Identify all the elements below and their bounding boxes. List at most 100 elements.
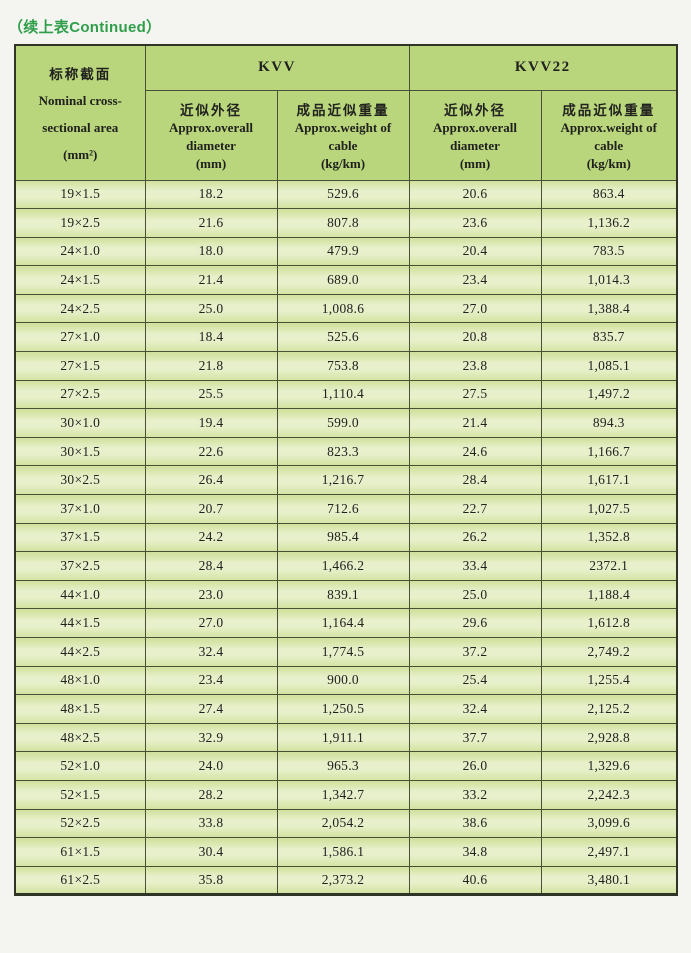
cell-nominal-size: 44×1.0	[14, 579, 146, 610]
cell-value: 32.9	[144, 722, 278, 753]
cell-value: 21.4	[144, 265, 278, 295]
cell-value: 1,250.5	[276, 694, 410, 724]
cell-value: 1,342.7	[276, 779, 410, 810]
cell-value: 23.4	[144, 665, 278, 696]
cell-nominal-size: 44×2.5	[14, 637, 146, 667]
cell-value: 1,911.1	[276, 722, 410, 753]
cell-value: 20.6	[408, 179, 542, 210]
cell-nominal-size: 27×2.5	[14, 379, 146, 410]
header-line-zh: 近似外径	[180, 102, 242, 118]
table-row: 44×1.0 23.0 839.1 25.0 1,188.4	[14, 579, 678, 610]
cell-nominal-size: 61×2.5	[14, 865, 146, 896]
group-header-row: 标称截面 Nominal cross- sectional area (mm²)…	[14, 44, 678, 181]
cell-value: 689.0	[276, 265, 410, 295]
table-row: 27×1.0 18.4 525.6 20.8 835.7	[14, 322, 678, 353]
table-row: 52×1.5 28.2 1,342.7 33.2 2,242.3	[14, 779, 678, 810]
cell-value: 22.6	[144, 436, 278, 467]
cell-value: 1,497.2	[540, 379, 678, 410]
cell-value: 19.4	[144, 408, 278, 438]
cell-value: 2,749.2	[540, 637, 678, 667]
cell-value: 3,480.1	[540, 865, 678, 896]
cell-value: 1,388.4	[540, 293, 678, 324]
cell-value: 900.0	[276, 665, 410, 696]
table-row: 37×1.5 24.2 985.4 26.2 1,352.8	[14, 522, 678, 553]
cell-value: 25.0	[144, 293, 278, 324]
cell-value: 863.4	[540, 179, 678, 210]
cell-value: 33.8	[144, 808, 278, 839]
cell-value: 28.4	[408, 465, 542, 496]
header-line-unit: (mm)	[459, 155, 491, 171]
cell-value: 26.0	[408, 751, 542, 781]
cell-nominal-size: 48×1.5	[14, 694, 146, 724]
cell-value: 26.2	[408, 522, 542, 553]
cell-value: 26.4	[144, 465, 278, 496]
cell-value: 2,242.3	[540, 779, 678, 810]
cell-nominal-size: 30×1.0	[14, 408, 146, 438]
cell-value: 985.4	[276, 522, 410, 553]
cell-value: 23.4	[408, 265, 542, 295]
header-line-en1: Approx.overall	[169, 120, 253, 136]
cell-value: 1,255.4	[540, 665, 678, 696]
cell-value: 1,188.4	[540, 579, 678, 610]
cell-value: 1,586.1	[276, 837, 410, 867]
cell-value: 1,164.4	[276, 608, 410, 638]
cell-value: 34.8	[408, 837, 542, 867]
table-header: 标称截面 Nominal cross- sectional area (mm²)…	[14, 44, 678, 181]
cell-value: 1,014.3	[540, 265, 678, 295]
table-row: 19×2.5 21.6 807.8 23.6 1,136.2	[14, 208, 678, 238]
cell-value: 25.0	[408, 579, 542, 610]
header-line-unit: (mm²)	[63, 146, 98, 162]
cell-value: 599.0	[276, 408, 410, 438]
cell-value: 1,774.5	[276, 637, 410, 667]
cell-value: 33.4	[408, 551, 542, 581]
header-line-en2: diameter	[186, 138, 236, 154]
cell-value: 32.4	[408, 694, 542, 724]
table-row: 52×2.5 33.8 2,054.2 38.6 3,099.6	[14, 808, 678, 839]
cell-nominal-size: 48×1.0	[14, 665, 146, 696]
cell-value: 30.4	[144, 837, 278, 867]
cell-nominal-size: 52×2.5	[14, 808, 146, 839]
cell-value: 18.4	[144, 322, 278, 353]
header-line-en1: Approx.weight of	[294, 120, 392, 136]
cell-value: 1,008.6	[276, 293, 410, 324]
cell-value: 28.4	[144, 551, 278, 581]
table-row: 52×1.0 24.0 965.3 26.0 1,329.6	[14, 751, 678, 781]
col-header-kvv-weight: 成品近似重量 Approx.weight of cable (kg/km)	[276, 89, 410, 181]
cell-value: 32.4	[144, 637, 278, 667]
header-lines: 近似外径 Approx.overall diameter (mm)	[410, 91, 541, 180]
cell-value: 1,352.8	[540, 522, 678, 553]
cell-value: 753.8	[276, 351, 410, 381]
cell-value: 20.4	[408, 236, 542, 267]
table-row: 44×2.5 32.4 1,774.5 37.2 2,749.2	[14, 637, 678, 667]
cell-nominal-size: 37×2.5	[14, 551, 146, 581]
header-line-en2: sectional area	[42, 120, 119, 136]
cell-value: 37.7	[408, 722, 542, 753]
cell-value: 839.1	[276, 579, 410, 610]
col-header-kvv22-diameter: 近似外径 Approx.overall diameter (mm)	[408, 89, 542, 181]
cell-value: 894.3	[540, 408, 678, 438]
cell-value: 33.2	[408, 779, 542, 810]
cell-nominal-size: 24×2.5	[14, 293, 146, 324]
cell-value: 1,027.5	[540, 494, 678, 524]
group-header-kvv: KVV	[144, 44, 410, 91]
cell-value: 1,085.1	[540, 351, 678, 381]
table-row: 48×1.0 23.4 900.0 25.4 1,255.4	[14, 665, 678, 696]
cell-value: 20.8	[408, 322, 542, 353]
cell-value: 27.5	[408, 379, 542, 410]
table-row: 61×1.5 30.4 1,586.1 34.8 2,497.1	[14, 837, 678, 867]
cell-value: 20.7	[144, 494, 278, 524]
table-row: 24×2.5 25.0 1,008.6 27.0 1,388.4	[14, 293, 678, 324]
cell-value: 38.6	[408, 808, 542, 839]
cell-nominal-size: 61×1.5	[14, 837, 146, 867]
cell-value: 18.2	[144, 179, 278, 210]
cell-nominal-size: 19×2.5	[14, 208, 146, 238]
cable-spec-table: 标称截面 Nominal cross- sectional area (mm²)…	[14, 44, 678, 897]
cell-value: 22.7	[408, 494, 542, 524]
header-line-zh: 标称截面	[49, 66, 112, 82]
cell-value: 23.6	[408, 208, 542, 238]
cell-value: 23.0	[144, 579, 278, 610]
sub-header-row: 近似外径 Approx.overall diameter (mm) 成品近似重量…	[15, 89, 678, 181]
cell-nominal-size: 48×2.5	[14, 722, 146, 753]
cell-value: 2,928.8	[540, 722, 678, 753]
col-header-kvv22-weight: 成品近似重量 Approx.weight of cable (kg/km)	[540, 89, 678, 181]
